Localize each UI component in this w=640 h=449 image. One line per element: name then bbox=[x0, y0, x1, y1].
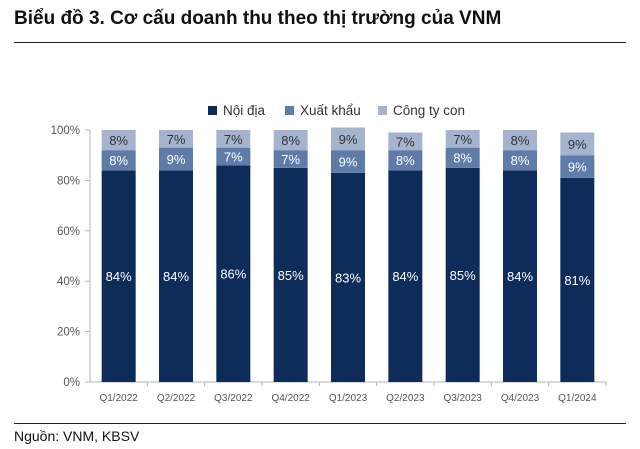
bar-segment-công-ty-con bbox=[445, 130, 480, 148]
bar-segment-công-ty-con bbox=[216, 130, 251, 148]
data-label: 8% bbox=[281, 133, 300, 148]
bar-segment-xuất-khẩu bbox=[445, 147, 480, 168]
data-label: 7% bbox=[281, 152, 300, 167]
data-label: 9% bbox=[339, 132, 358, 147]
y-tick-label: 80% bbox=[57, 175, 80, 187]
data-label: 9% bbox=[568, 137, 587, 152]
data-label: 84% bbox=[392, 269, 418, 284]
data-label: 84% bbox=[163, 269, 189, 284]
data-label: 8% bbox=[109, 133, 128, 148]
data-label: 8% bbox=[396, 153, 415, 168]
legend-swatch-3 bbox=[378, 106, 387, 115]
y-tick-label: 60% bbox=[57, 226, 80, 238]
data-label: 83% bbox=[335, 270, 361, 285]
legend-label-2: Xuất khẩu bbox=[300, 103, 361, 118]
data-label: 84% bbox=[106, 269, 132, 284]
x-tick-label: Q3/2022 bbox=[214, 393, 253, 404]
data-label: 86% bbox=[220, 267, 246, 282]
x-tick-label: Q2/2022 bbox=[157, 393, 196, 404]
chart-container: Nội địa Xuất khẩu Công ty con 0% 20% 40% 60% 80… bbox=[0, 90, 640, 410]
bar-segment-xuất-khẩu bbox=[159, 147, 193, 171]
bar-segment-xuất-khẩu bbox=[216, 147, 251, 166]
stacked-bar-chart: Nội địa Xuất khẩu Công ty con 0% 20% 40% 60% 80… bbox=[51, 103, 607, 404]
data-label: 9% bbox=[568, 160, 587, 175]
bar-segment-công-ty-con bbox=[560, 132, 595, 156]
bar-segment-công-ty-con bbox=[101, 130, 136, 151]
x-tick-label: Q4/2022 bbox=[271, 393, 310, 404]
data-label: 7% bbox=[224, 132, 243, 147]
data-label: 8% bbox=[511, 153, 530, 168]
bar-segment-nội-địa bbox=[273, 167, 308, 382]
legend-label-1: Nội địa bbox=[223, 103, 266, 118]
legend-label-3: Công ty con bbox=[393, 103, 465, 118]
x-tick-label: Q4/2023 bbox=[501, 393, 540, 404]
bar-segment-xuất-khẩu bbox=[388, 150, 423, 171]
x-tick-label: Q3/2023 bbox=[443, 393, 482, 404]
chart-title: Biểu đồ 3. Cơ cấu doanh thu theo thị trư… bbox=[14, 8, 502, 29]
y-tick-label: 0% bbox=[63, 377, 80, 389]
y-tick-label: 20% bbox=[57, 327, 80, 339]
data-label: 7% bbox=[167, 132, 186, 147]
data-label: 9% bbox=[167, 152, 186, 167]
bar-segment-nội-địa bbox=[445, 167, 480, 382]
data-label: 81% bbox=[564, 273, 590, 288]
bar-segment-nội-địa bbox=[101, 170, 136, 382]
x-tick-label: Q1/2022 bbox=[99, 393, 138, 404]
bar-segment-công-ty-con bbox=[503, 130, 537, 151]
bar-segment-công-ty-con bbox=[273, 130, 308, 151]
bar-segment-nội-địa bbox=[216, 165, 251, 382]
data-label: 8% bbox=[109, 153, 128, 168]
legend-swatch-2 bbox=[285, 106, 294, 115]
y-tick-label: 100% bbox=[51, 125, 80, 137]
bar-segment-nội-địa bbox=[331, 172, 365, 382]
bar-segment-xuất-khẩu bbox=[273, 150, 308, 168]
data-label: 8% bbox=[511, 133, 530, 148]
x-tick-label: Q1/2023 bbox=[329, 393, 368, 404]
data-label: 7% bbox=[453, 132, 472, 147]
x-tick-label: Q2/2023 bbox=[386, 393, 425, 404]
bar-segment-nội-địa bbox=[560, 177, 595, 382]
bar-segment-nội-địa bbox=[388, 170, 423, 382]
legend-swatch-1 bbox=[208, 106, 217, 115]
bar-segment-xuất-khẩu bbox=[560, 155, 595, 178]
title-divider bbox=[14, 42, 626, 43]
bar-segment-xuất-khẩu bbox=[101, 150, 136, 171]
bar-segment-nội-địa bbox=[159, 170, 193, 382]
source-note: Nguồn: VNM, KBSV bbox=[14, 428, 140, 444]
data-label: 7% bbox=[224, 149, 243, 164]
bar-segment-xuất-khẩu bbox=[503, 150, 537, 171]
data-label: 9% bbox=[339, 155, 358, 170]
bar-segment-công-ty-con bbox=[331, 127, 365, 151]
y-tick-label: 40% bbox=[57, 276, 80, 288]
bar-segment-công-ty-con bbox=[388, 132, 423, 151]
bar-segment-xuất-khẩu bbox=[331, 150, 365, 173]
data-label: 84% bbox=[507, 269, 533, 284]
bar-segment-nội-địa bbox=[503, 170, 537, 382]
data-label: 85% bbox=[450, 268, 476, 283]
bar-segment-công-ty-con bbox=[159, 130, 193, 148]
data-label: 7% bbox=[396, 134, 415, 149]
source-divider bbox=[14, 423, 626, 424]
data-label: 85% bbox=[278, 268, 304, 283]
x-tick-label: Q1/2024 bbox=[558, 393, 597, 404]
data-label: 8% bbox=[453, 151, 472, 166]
